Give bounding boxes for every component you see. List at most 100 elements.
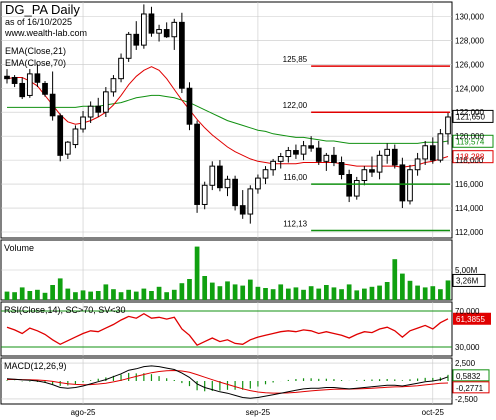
volume-bar [247,279,253,300]
volume-bar [354,290,360,300]
volume-bar [42,292,48,300]
price-candle [391,144,398,169]
price-candle [42,81,48,97]
price-candle [437,128,444,163]
candle-body-up [201,184,208,205]
candle-body-down [217,165,223,189]
candle-body-down [34,73,41,83]
candle-body-up [270,160,276,171]
as-of-date: as of 16/10/2025 [5,17,72,27]
volume-bar [4,291,10,300]
price-y-tick-label: 112,000 [455,228,484,237]
volume-bar [73,292,78,300]
volume-bar [430,286,436,300]
macd-panel-label: MACD(12,26,9) [4,361,67,371]
volume-bar [202,276,208,300]
macd-line [6,365,449,399]
volume-bar [232,284,238,300]
x-axis-month-label: sep-25 [246,408,271,417]
ema70-series-line [7,94,449,144]
volume-bar [95,291,101,300]
macd-value-tag-box [452,369,490,382]
volume-bar [285,288,291,300]
volume-bar [12,292,17,300]
price-candle [141,4,147,49]
candle-body-down [391,148,398,166]
price-candle [255,174,261,194]
price-candle [209,161,216,191]
candle-body-down [338,162,345,176]
volume-bar [217,286,223,300]
close-value-tag: 121,650 [456,112,485,121]
candle-body-up [445,116,451,135]
price-candle [277,152,284,169]
price-candle [308,136,314,152]
volume-panel-label: Volume [4,243,34,253]
price-candle [110,75,117,97]
price-candle [163,22,170,38]
candle-body-up [361,169,368,181]
legend-ema21: EMA(Close,21) [5,46,66,56]
candle-body-down [163,29,170,38]
volume-bar [369,286,375,300]
volume-bar [88,291,93,300]
price-candle [323,152,330,171]
price-candle [353,176,360,200]
candle-body-up [407,169,413,202]
volume-bar [240,285,246,300]
ema21-series-line [6,66,449,168]
chart-title: DG_PA Daily [5,2,80,17]
macd-y-tick-label: -2,500 [455,395,478,404]
price-candle [445,112,451,145]
volume-bar [187,279,192,300]
price-candle [217,160,223,192]
price-candle [64,140,71,159]
resistance-level-label: 122,00 [283,101,308,110]
candle-body-up [262,169,269,179]
volume-bar [171,289,177,300]
price-candle [80,111,86,133]
rsi-series-line [6,312,449,347]
volume-bar [263,288,268,300]
candle-body-up [285,150,292,158]
candle-body-down [346,174,353,197]
volume-bar [384,282,390,300]
volume-bar [194,246,200,300]
volume-bar [27,291,33,300]
volume-bar [422,287,428,300]
candle-body-up [247,188,254,215]
candle-body-down [57,115,64,156]
volume-bar [270,289,276,300]
price-candle [429,137,436,164]
candle-body-up [209,165,216,186]
ema21-value-tag-box [452,150,494,164]
volume-bar [445,280,451,300]
candle-body-down [148,13,155,34]
volume-bar [392,259,398,300]
candle-body-down [179,21,185,89]
volume-bar [362,288,367,300]
volume-bar [103,284,109,300]
candle-body-up [80,116,86,130]
candle-body-up [102,91,109,113]
price-candle [26,69,33,98]
candle-body-down [429,145,436,161]
macd-value-tag: 0,5832 [456,372,481,381]
volume-bar [179,283,185,300]
volume-bar [316,288,322,300]
candle-body-down [232,178,238,207]
candle-body-up [376,154,383,173]
rsi-panel-label: RSI(Close,14), SC>70, SV<30 [4,305,126,315]
x-axis-month-label: ago-25 [71,408,96,417]
price-candle [156,24,162,42]
price-candle [95,97,102,118]
volume-bar [164,292,170,300]
volume-bar [133,291,139,300]
price-candle [19,77,26,100]
volume-bar [118,292,124,300]
macd-panel-frame [0,357,453,405]
volume-bar [80,290,86,300]
price-candle [118,53,124,83]
volume-bar [141,288,147,300]
